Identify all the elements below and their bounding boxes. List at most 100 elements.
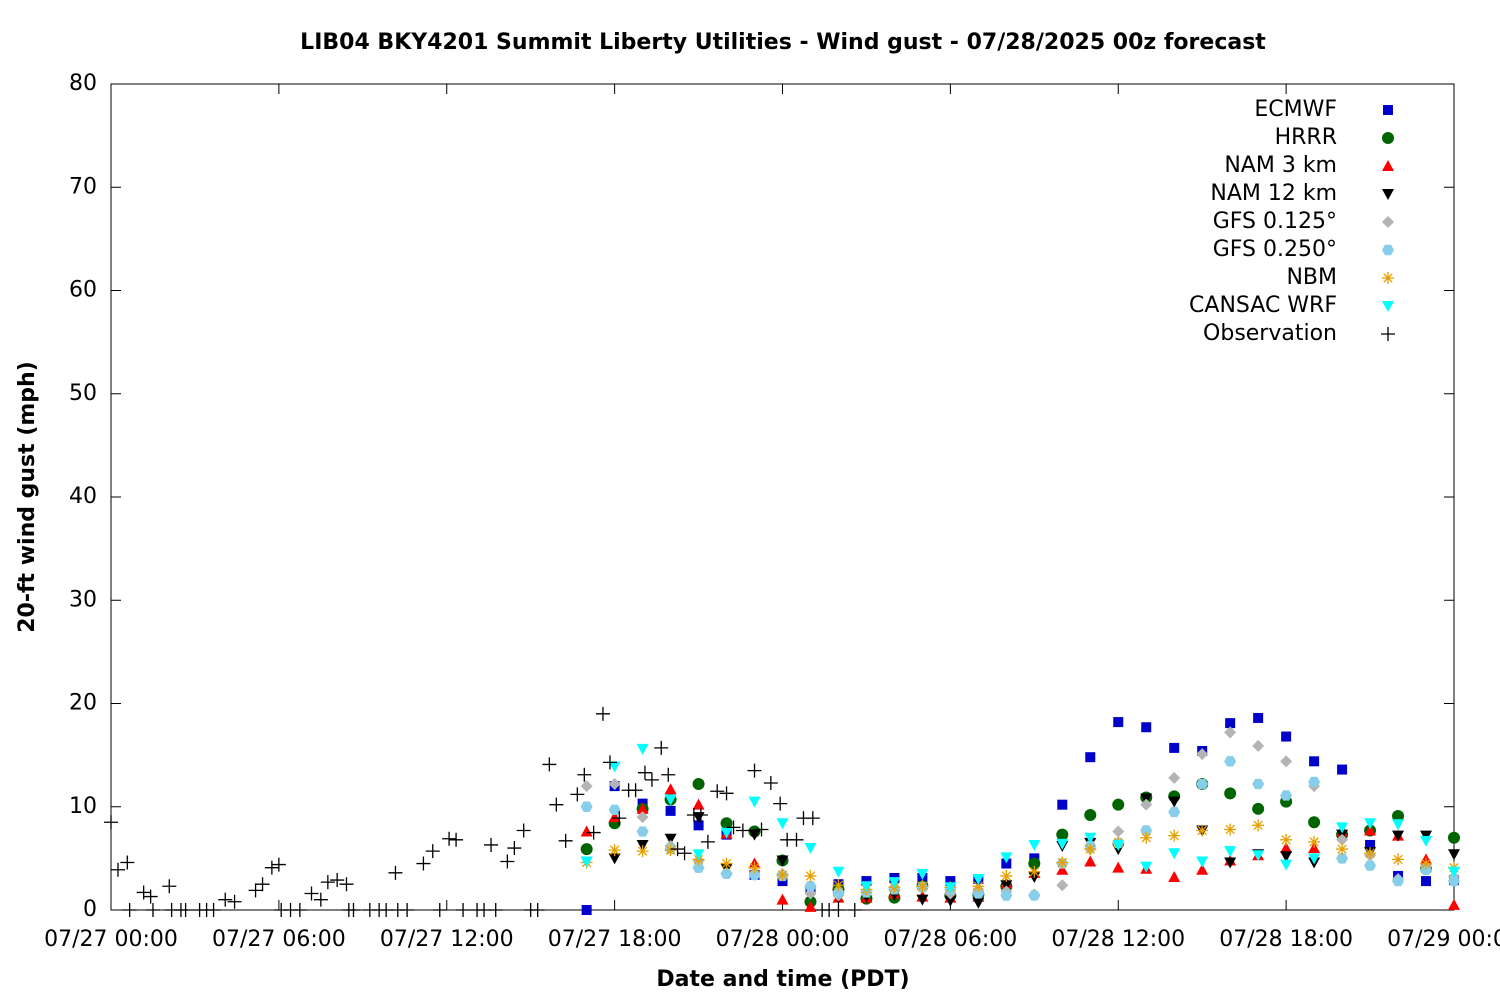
data-point [1337, 764, 1348, 775]
data-point [747, 763, 762, 778]
data-point [1392, 853, 1405, 866]
data-point [271, 857, 286, 872]
data-point [255, 877, 270, 892]
data-point [805, 811, 820, 826]
data-point [1001, 858, 1012, 869]
data-point [661, 767, 676, 782]
data-point [1448, 875, 1460, 887]
data-point [1224, 726, 1237, 739]
data-point [1336, 853, 1349, 864]
x-tick-label: 07/27 00:00 [44, 927, 178, 952]
data-point [1084, 843, 1097, 856]
data-point [248, 883, 263, 898]
data-point [804, 900, 817, 912]
data-point [1028, 857, 1041, 870]
data-point [677, 846, 692, 861]
data-point [608, 804, 621, 816]
data-point [832, 879, 845, 892]
data-point [449, 832, 464, 847]
data-point [972, 874, 985, 886]
data-point [916, 880, 929, 893]
x-tick-label: 07/27 12:00 [380, 927, 514, 952]
data-point [1420, 835, 1433, 847]
data-point [488, 903, 503, 917]
y-tick-label: 10 [69, 794, 97, 819]
data-point [692, 798, 705, 810]
legend-label: GFS 0.250° [1213, 237, 1337, 262]
data-point [654, 740, 669, 755]
data-point [549, 797, 564, 812]
data-point [1309, 756, 1320, 767]
data-point [178, 903, 193, 917]
data-point [1112, 839, 1125, 851]
legend-marker [1382, 244, 1394, 256]
data-point [832, 887, 845, 898]
data-point [916, 868, 929, 880]
data-point [1141, 722, 1152, 733]
data-point [748, 869, 761, 881]
data-point [1085, 752, 1096, 763]
data-point [1168, 806, 1181, 818]
data-point [330, 873, 345, 888]
data-point [442, 831, 457, 846]
data-point [416, 856, 431, 871]
data-point [1336, 843, 1349, 856]
data-point [1252, 802, 1265, 815]
data-point [206, 903, 221, 917]
data-point [1168, 870, 1181, 882]
data-point [1308, 816, 1321, 829]
data-point [456, 903, 471, 917]
data-point [586, 825, 601, 840]
data-point [1168, 829, 1181, 842]
data-point [972, 897, 985, 909]
data-point [1028, 865, 1041, 878]
data-point [1253, 712, 1264, 723]
data-point [664, 833, 677, 845]
data-point [1224, 857, 1237, 869]
legend-marker [1382, 189, 1394, 200]
data-point [636, 845, 649, 858]
x-tick-label: 07/28 06:00 [883, 927, 1017, 952]
data-point [580, 843, 593, 856]
data-point [1392, 810, 1405, 823]
data-point [320, 875, 335, 890]
y-tick-label: 40 [69, 484, 97, 509]
data-point [608, 844, 621, 857]
data-point [516, 823, 531, 838]
data-point [388, 865, 403, 880]
data-point [400, 903, 415, 917]
data-point [1169, 742, 1180, 753]
data-point [608, 853, 621, 865]
data-point [227, 894, 242, 909]
data-point [1112, 825, 1125, 838]
data-point [104, 815, 118, 830]
legend-label: CANSAC WRF [1189, 293, 1337, 318]
legend-label: NBM [1286, 265, 1337, 290]
data-point [789, 832, 804, 847]
y-tick-label: 80 [69, 71, 97, 96]
y-tick-label: 0 [83, 897, 97, 922]
data-point [628, 783, 643, 798]
data-point [776, 893, 789, 905]
data-point [776, 855, 789, 867]
data-point [1364, 860, 1377, 871]
data-point [804, 869, 817, 882]
legend-marker [1383, 105, 1393, 115]
data-point [484, 837, 499, 852]
x-axis-label: Date and time (PDT) [656, 967, 909, 992]
data-point [719, 786, 734, 801]
data-point [1280, 833, 1293, 846]
data-point [1224, 846, 1237, 858]
legend-marker [1382, 301, 1394, 312]
data-point [218, 892, 233, 907]
y-tick-label: 50 [69, 381, 97, 406]
legend-marker [1382, 160, 1394, 171]
data-point [612, 811, 627, 826]
y-axis-label: 20-ft wind gust (mph) [15, 361, 40, 633]
data-point [608, 811, 621, 823]
legend-label: ECMWF [1254, 97, 1337, 122]
data-point [580, 780, 593, 793]
legend-label: Observation [1203, 321, 1337, 346]
